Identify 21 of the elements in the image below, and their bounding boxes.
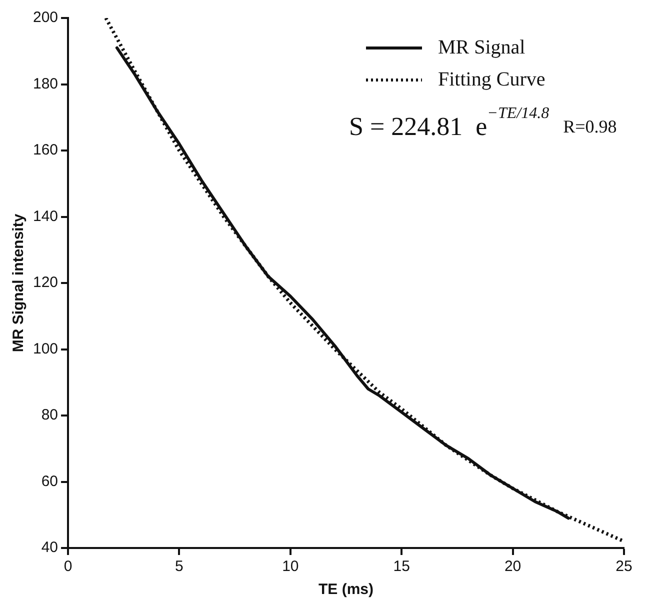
y-tick-label: 160 (32, 142, 58, 159)
y-tick-label: 60 (41, 472, 58, 490)
y-tick-label: 200 (32, 9, 58, 26)
y-tick-label: 120 (32, 274, 58, 292)
x-tick-label: 0 (64, 558, 72, 576)
annotation: R=0.98 (563, 116, 617, 137)
legend-label: MR Signal (438, 36, 526, 58)
y-tick-label: 40 (41, 539, 58, 556)
y-tick-label: 180 (32, 75, 58, 92)
legend-label: Fitting Curve (438, 68, 546, 90)
x-axis-title: TE (ms) (318, 581, 374, 598)
x-tick-label: 25 (616, 558, 632, 576)
x-tick-label: 5 (175, 558, 184, 576)
y-tick-label: 140 (32, 208, 58, 225)
y-axis-title: MR Signal intensity (10, 213, 28, 352)
y-tick-label: 100 (32, 340, 58, 358)
line-series (104, 18, 624, 544)
x-tick-label: 20 (504, 558, 522, 576)
x-tick-label: 15 (393, 558, 410, 576)
y-tick-label: 80 (41, 406, 58, 424)
x-tick-label: 10 (282, 558, 299, 576)
